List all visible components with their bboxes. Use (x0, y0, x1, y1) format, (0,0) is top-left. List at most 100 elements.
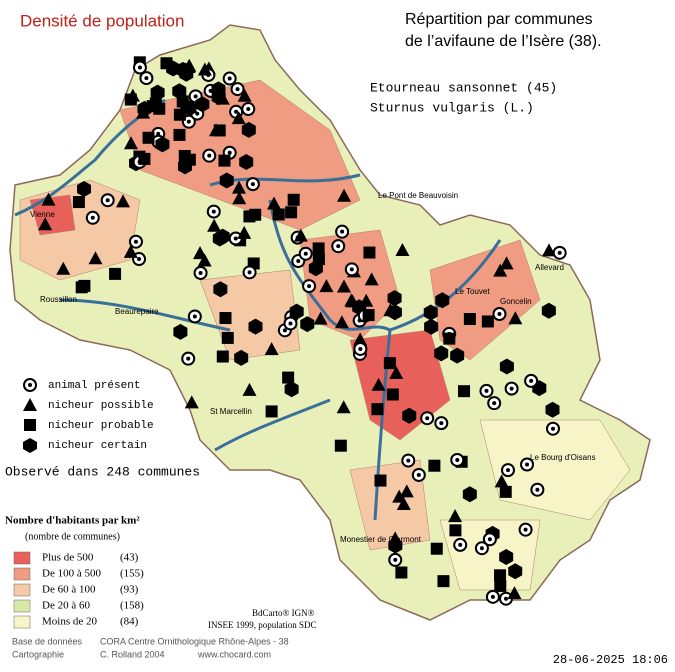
credit-value: CORA Centre Ornithologique Rhône-Alpes -… (100, 636, 289, 646)
symbol-probable (149, 97, 162, 110)
symbol-certain (402, 407, 417, 424)
symbol-possible (231, 180, 246, 194)
symbol-certain (77, 181, 92, 198)
density-swatch (13, 615, 31, 629)
symbol-probable (176, 95, 189, 108)
symbol-possible (337, 188, 352, 202)
symbol-probable (282, 371, 295, 384)
place-label: Beaurepaire (115, 307, 159, 316)
symbol-present (193, 94, 198, 99)
symbol-certain (300, 316, 315, 333)
source: INSEE 1999, population SDC (208, 620, 317, 630)
symbol-present (28, 383, 32, 387)
symbol-possible (209, 123, 224, 137)
legend-label: nicheur probable (48, 420, 154, 432)
symbol-present (492, 401, 497, 406)
symbol-probable (363, 246, 376, 259)
symbol-certain (213, 281, 228, 298)
symbol-possible (23, 398, 37, 411)
symbol-possible (181, 60, 196, 74)
symbol-probable (216, 350, 229, 363)
symbol-present (137, 257, 142, 262)
symbol-probable (160, 57, 173, 70)
symbol-present (307, 284, 312, 289)
symbol-certain (23, 438, 37, 453)
symbol-possible (197, 253, 212, 267)
symbol-certain (450, 347, 465, 364)
place-label: Le Pont de Beauvoisin (378, 191, 458, 200)
symbol-possible (232, 191, 247, 205)
symbol-certain (387, 290, 402, 307)
symbol-present (250, 182, 255, 187)
symbol-probable (312, 242, 325, 255)
heading-line: Répartition par communes (405, 11, 593, 28)
symbol-probable (443, 332, 456, 345)
symbol-probable (138, 152, 151, 165)
density-legend-title: Nombre d'habitants par km² (5, 515, 140, 527)
symbol-probable (265, 405, 278, 418)
symbol-present (227, 76, 232, 81)
density-count: (93) (120, 584, 139, 596)
symbol-probable (312, 253, 325, 266)
symbol-present (235, 87, 240, 92)
symbol-present (550, 426, 555, 431)
density-legend-subtitle: (nombre de communes) (25, 531, 120, 542)
symbol-present (192, 314, 197, 319)
density-swatch (13, 599, 31, 613)
place-label: Le Bourg d'Oisans (530, 453, 596, 462)
symbol-present (458, 542, 463, 547)
density-swatch (13, 583, 31, 597)
symbol-probable (287, 193, 300, 206)
symbol-probable (481, 315, 494, 328)
density-swatch (13, 567, 31, 581)
density-label: De 60 à 100 (42, 584, 96, 596)
symbol-present (479, 546, 484, 551)
symbol-probable (219, 312, 232, 325)
density-legend: Plus de 500 (43) De 100 à 500 (155) De 60 à … (13, 551, 144, 629)
symbol-probable (362, 309, 375, 322)
symbol-possible (541, 243, 556, 257)
legend-label: animal présent (48, 380, 140, 392)
symbol-present (503, 596, 508, 601)
symbol-present (144, 76, 149, 81)
website: www.chocard.com (197, 649, 271, 659)
symbol-possible (345, 294, 360, 308)
timestamp: 28-06-2025 18:06 (553, 653, 668, 667)
density-swatch (13, 551, 31, 565)
symbol-probable (173, 128, 186, 141)
symbol-present (490, 594, 495, 599)
symbol-certain (424, 318, 439, 335)
symbol-certain (241, 121, 256, 138)
symbol-possible (389, 366, 404, 380)
symbol-probable (243, 210, 256, 223)
symbol-present (233, 236, 238, 241)
symbol-present (211, 209, 216, 214)
symbol-certain (248, 318, 263, 335)
symbol-present (523, 527, 528, 532)
observed-count: Observé dans 248 communes (5, 464, 200, 479)
symbol-certain (155, 136, 170, 153)
density-label: De 20 à 60 (42, 600, 90, 612)
symbol-possible (364, 272, 379, 286)
legend-label: nicheur possible (48, 400, 154, 412)
place-label: Le Touvet (455, 287, 490, 296)
symbol-present (137, 65, 142, 70)
symbol-present (186, 119, 191, 124)
symbol-probable (221, 331, 234, 344)
symbol-certain (508, 563, 523, 580)
symbol-probable (428, 459, 441, 472)
symbol-possible (123, 244, 138, 258)
symbol-certain (387, 304, 402, 321)
credit-value: C. Rolland 2004 (100, 649, 165, 659)
symbol-probable (109, 267, 122, 280)
symbol-possible (508, 311, 523, 325)
symbol-probable (494, 579, 507, 592)
density-count: (43) (120, 552, 139, 564)
symbol-present (246, 107, 251, 112)
symbol-present (487, 537, 492, 542)
credit-label: Base de données (12, 636, 83, 646)
symbol-possible (56, 261, 71, 275)
symbol-possible (41, 192, 56, 206)
symbol-certain (284, 381, 299, 398)
symbol-present (425, 416, 430, 421)
